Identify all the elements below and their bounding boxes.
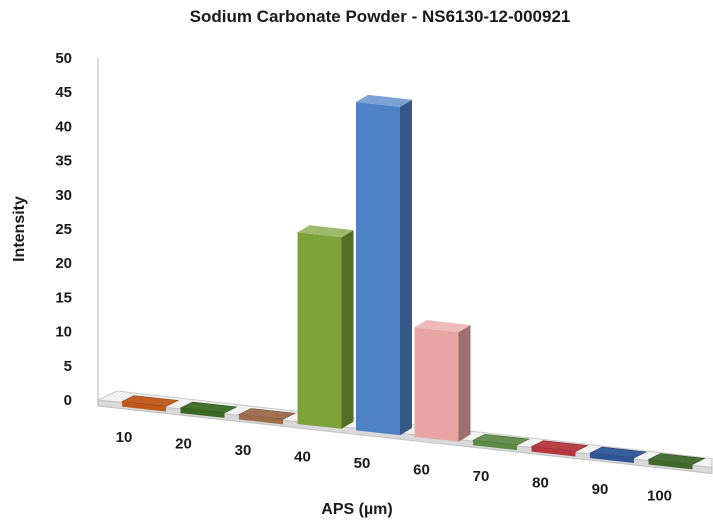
- bar-top: [530, 440, 589, 452]
- bar-50: [356, 94, 412, 436]
- bar-80: [530, 440, 589, 457]
- bar-side: [341, 230, 354, 429]
- bar-20: [179, 401, 238, 418]
- x-tick-label: 100: [647, 488, 672, 505]
- bar-top: [588, 446, 648, 459]
- y-tick-label: 25: [55, 221, 72, 238]
- y-tick-label: 50: [55, 50, 72, 67]
- y-tick-label: 35: [55, 153, 72, 170]
- bar-70: [471, 433, 531, 451]
- bar-30: [237, 408, 297, 425]
- y-tick-label: 10: [55, 324, 72, 341]
- bar-top: [120, 395, 180, 407]
- y-tick-label: 40: [55, 118, 72, 135]
- bar-front: [356, 102, 400, 436]
- bar-100: [647, 453, 706, 470]
- x-tick-label: 30: [235, 442, 252, 459]
- chart-title: Sodium Carbonate Powder - NS6130-12-0009…: [190, 7, 571, 26]
- bar-front: [414, 327, 459, 442]
- bar-front: [297, 232, 342, 429]
- bar-side: [400, 99, 412, 436]
- y-tick-label: 20: [55, 255, 72, 272]
- x-tick-label: 40: [294, 449, 311, 466]
- y-tick-label: 0: [64, 392, 72, 409]
- bar-front: [648, 459, 693, 470]
- bar-front: [180, 408, 225, 418]
- y-tick-label: 45: [55, 84, 72, 101]
- x-tick-label: 10: [116, 429, 133, 446]
- x-tick-label: 50: [354, 455, 371, 472]
- x-axis-ticks: 10 20 30 40 50 60 70 80 90 100: [116, 429, 672, 505]
- bar-top: [647, 453, 706, 465]
- bar-front: [473, 440, 517, 451]
- bars-group: [120, 94, 706, 470]
- y-axis-label: Intensity: [11, 196, 28, 262]
- bar-top: [414, 320, 471, 333]
- bar-front: [531, 446, 576, 457]
- y-axis-ticks: 0 5 10 15 20 25 30 35 40 45 50: [55, 50, 72, 409]
- y-tick-label: 30: [55, 187, 72, 204]
- bar-front: [239, 414, 283, 425]
- bar-60: [414, 320, 471, 442]
- x-axis-label: APS (µm): [321, 501, 392, 518]
- bar-top: [179, 401, 238, 414]
- bar-top: [356, 94, 412, 107]
- bar-top: [237, 408, 297, 420]
- bar-40: [297, 225, 354, 429]
- bar-side: [458, 325, 471, 442]
- x-tick-label: 60: [413, 462, 430, 479]
- x-tick-label: 90: [592, 481, 609, 498]
- bar-10: [120, 395, 180, 412]
- bar-front: [122, 401, 166, 412]
- x-tick-label: 70: [473, 468, 490, 485]
- bar-90: [588, 446, 648, 463]
- bar-front: [590, 453, 634, 463]
- y-tick-label: 15: [55, 289, 72, 306]
- x-tick-label: 20: [175, 436, 192, 453]
- bar-top: [297, 225, 354, 238]
- y-tick-label: 5: [64, 358, 72, 375]
- x-tick-label: 80: [532, 475, 549, 492]
- bar-top: [471, 433, 531, 446]
